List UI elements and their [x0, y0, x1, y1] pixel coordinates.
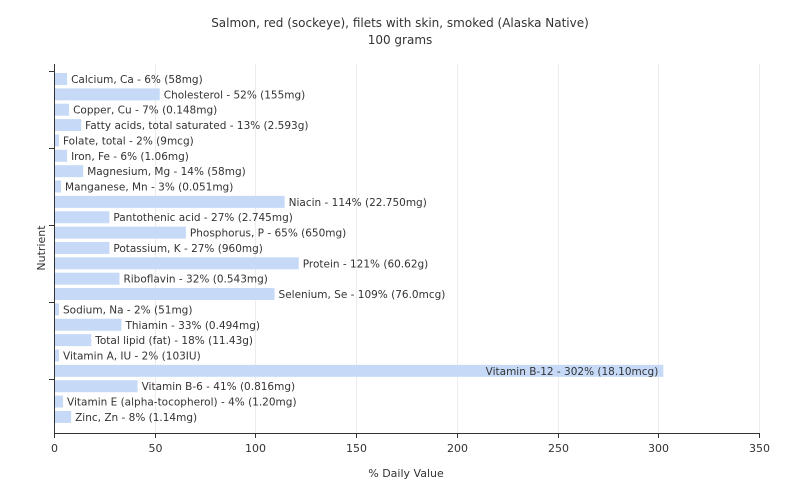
y-axis-label: Nutrient [35, 225, 48, 271]
bar-label-1: Cholesterol - 52% (155mg) [164, 89, 306, 101]
bar-label-5: Iron, Fe - 6% (1.06mg) [71, 151, 189, 163]
x-tick-label-3: 150 [346, 442, 367, 455]
bar-label-2: Copper, Cu - 7% (0.148mg) [73, 105, 217, 117]
bar-6 [55, 165, 84, 178]
bar-1 [55, 88, 160, 101]
bar-4 [55, 134, 60, 147]
bar-0 [55, 73, 68, 85]
x-tick-label-4: 200 [447, 442, 468, 455]
bar-label-22: Zinc, Zn - 8% (1.14mg) [75, 412, 197, 424]
bar-label-3: Fatty acids, total saturated - 13% (2.59… [85, 120, 308, 132]
x-tick-label-0: 0 [51, 442, 58, 455]
bar-22 [55, 410, 72, 423]
bar-8 [55, 195, 285, 208]
bar-label-13: Riboflavin - 32% (0.543mg) [123, 274, 267, 286]
bars: Calcium, Ca - 6% (58mg) Cholesterol - 52%… [55, 73, 664, 424]
x-tick-label-7: 350 [749, 442, 770, 455]
bar-2 [55, 103, 70, 116]
x-tick-label-2: 100 [245, 442, 266, 455]
bar-14 [55, 288, 275, 301]
bar-label-20: Vitamin B-6 - 41% (0.816mg) [142, 381, 296, 393]
bar-12 [55, 257, 299, 270]
bar-5 [55, 149, 68, 162]
bar-13 [55, 272, 120, 285]
bar-label-4: Folate, total - 2% (9mcg) [63, 135, 194, 147]
bar-label-0: Calcium, Ca - 6% (58mg) [71, 74, 203, 86]
bar-label-15: Sodium, Na - 2% (51mg) [63, 304, 192, 316]
bar-19 [55, 364, 664, 377]
bar-label-21: Vitamin E (alpha-tocopherol) - 4% (1.20m… [67, 397, 296, 409]
bar-label-10: Phosphorus, P - 65% (650mg) [190, 228, 346, 240]
bar-label-11: Potassium, K - 27% (960mg) [113, 243, 263, 255]
x-tick-label-5: 250 [548, 442, 569, 455]
bar-16 [55, 318, 122, 331]
bar-label-17: Total lipid (fat) - 18% (11.43g) [94, 335, 253, 347]
bar-label-6: Magnesium, Mg - 14% (58mg) [87, 166, 246, 178]
bar-17 [55, 334, 92, 347]
bar-21 [55, 395, 64, 408]
bar-7 [55, 180, 62, 193]
bar-10 [55, 226, 186, 239]
grid-lines [155, 64, 760, 433]
bar-9 [55, 211, 110, 224]
bar-20 [55, 380, 138, 393]
chart-title: Salmon, red (sockeye), filets with skin,… [211, 16, 589, 30]
bar-label-16: Thiamin - 33% (0.494mg) [124, 320, 260, 332]
x-tick-label-1: 50 [149, 442, 163, 455]
bar-label-18: Vitamin A, IU - 2% (103IU) [63, 350, 201, 362]
bar-label-9: Pantothenic acid - 27% (2.745mg) [113, 212, 292, 224]
bar-11 [55, 241, 110, 254]
chart-subtitle: 100 grams [368, 33, 433, 47]
bar-label-8: Niacin - 114% (22.750mg) [289, 197, 427, 209]
bar-label-19: Vitamin B-12 - 302% (18.10mcg) [486, 366, 659, 378]
axes: 0 50 100 150 200 250 300 350 [49, 64, 770, 455]
x-axis-label: % Daily Value [368, 467, 444, 480]
x-tick-label-6: 300 [648, 442, 669, 455]
bar-label-14: Selenium, Se - 109% (76.0mcg) [279, 289, 446, 301]
bar-label-7: Manganese, Mn - 3% (0.051mg) [65, 182, 233, 194]
bar-18 [55, 349, 60, 362]
bar-15 [55, 303, 60, 316]
bar-3 [55, 119, 82, 132]
bar-label-12: Protein - 121% (60.62g) [303, 258, 429, 270]
